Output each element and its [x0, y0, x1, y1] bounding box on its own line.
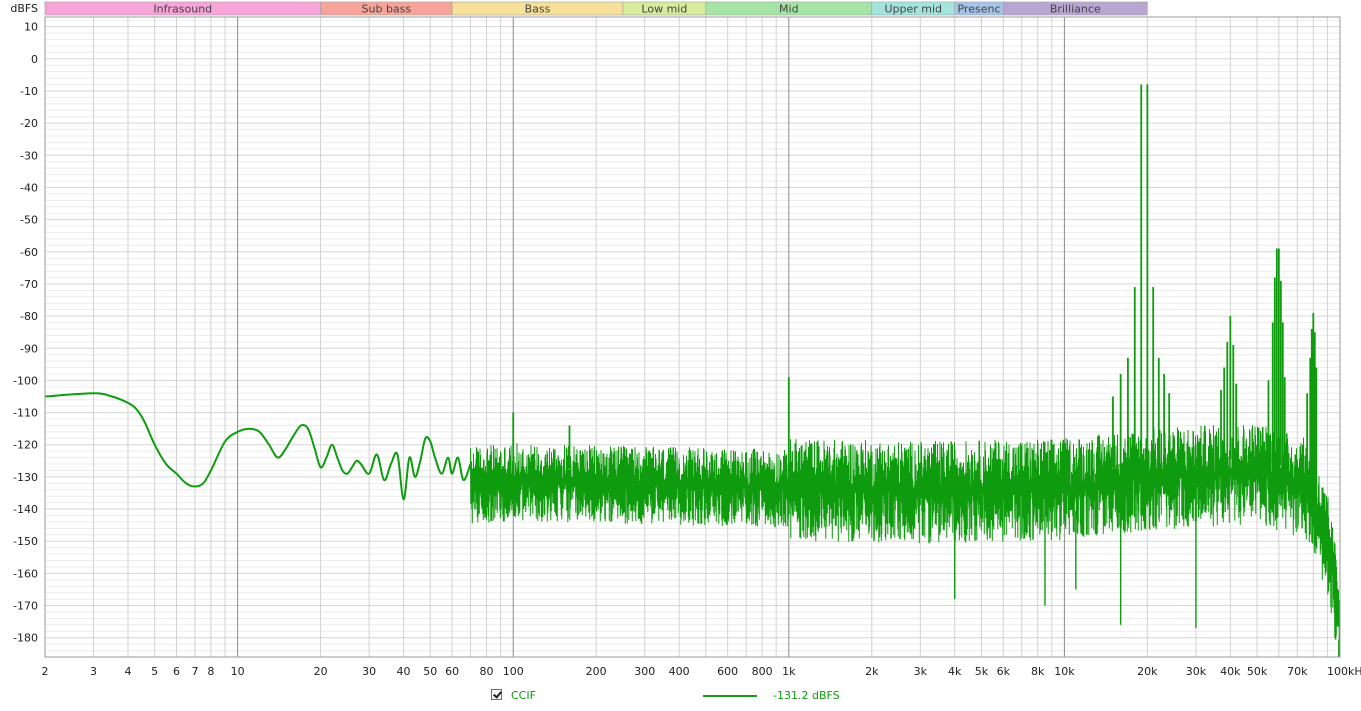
- x-tick-label: 30: [362, 665, 376, 678]
- y-tick-label: -150: [13, 535, 38, 548]
- x-tick-label: 3: [90, 665, 97, 678]
- x-tick-label: 1k: [782, 665, 796, 678]
- x-tick-label: 600: [717, 665, 738, 678]
- y-axis-label: dBFS: [10, 2, 38, 15]
- y-tick-label: -100: [13, 374, 38, 387]
- series-checkbox[interactable]: [491, 689, 502, 700]
- series-swatch: [703, 695, 757, 697]
- y-tick-label: -90: [20, 342, 38, 355]
- band-label: Mid: [779, 3, 799, 16]
- y-tick-label: -180: [13, 632, 38, 645]
- x-tick-label: 3k: [914, 665, 928, 678]
- x-tick-label: 5: [151, 665, 158, 678]
- band-label: Upper mid: [884, 3, 942, 16]
- y-tick-label: -20: [20, 117, 38, 130]
- series-noise-trace: [470, 425, 1340, 654]
- x-tick-label: 4: [124, 665, 131, 678]
- x-tick-label: 4k: [948, 665, 962, 678]
- band-label: Low mid: [641, 3, 687, 16]
- x-tick-label: 100kHz: [1327, 665, 1361, 678]
- x-tick-label: 2k: [865, 665, 879, 678]
- band-label: Bass: [525, 3, 551, 16]
- cursor-readout: -131.2 dBFS: [773, 689, 840, 702]
- y-tick-label: -30: [20, 149, 38, 162]
- band-label: Infrasound: [153, 3, 212, 16]
- x-tick-label: 50: [423, 665, 437, 678]
- x-tick-label: 60: [445, 665, 459, 678]
- y-tick-label: -40: [20, 181, 38, 194]
- series-line: [45, 392, 472, 501]
- band-label: Presenc: [957, 3, 1000, 16]
- plot-border: [44, 16, 1341, 658]
- x-tick-label: 20: [314, 665, 328, 678]
- x-tick-label: 20k: [1137, 665, 1158, 678]
- y-tick-label: -120: [13, 439, 38, 452]
- x-tick-label: 8: [207, 665, 214, 678]
- y-tick-label: -160: [13, 567, 38, 580]
- x-tick-label: 200: [586, 665, 607, 678]
- plot-content: [45, 84, 1340, 657]
- y-tick-label: -10: [20, 85, 38, 98]
- y-tick-label: -50: [20, 214, 38, 227]
- x-tick-label: 70k: [1287, 665, 1308, 678]
- x-tick-label: 5k: [975, 665, 989, 678]
- x-tick-label: 10k: [1054, 665, 1075, 678]
- plot-area: [45, 17, 1340, 657]
- x-tick-label: 30k: [1186, 665, 1207, 678]
- spectral-peaks: [512, 84, 1340, 657]
- x-tick-label: 80: [480, 665, 494, 678]
- x-tick-label: 2: [42, 665, 49, 678]
- y-axis: 10 0 -10 -20 -30 -40 -50 -60 -70 -80 -90 -100 -110 -1…: [13, 21, 38, 645]
- band-label: Brilliance: [1050, 3, 1101, 16]
- x-tick-label: 50k: [1247, 665, 1268, 678]
- y-tick-label: -140: [13, 503, 38, 516]
- x-tick-label: 7: [191, 665, 198, 678]
- x-tick-label: 400: [669, 665, 690, 678]
- x-axis: 2 3 4 5 6 7 8 10 20 30 40 50 60 80 100 200 300 400 600 800 1…: [42, 665, 1361, 678]
- x-tick-label: 300: [634, 665, 655, 678]
- y-tick-label: 0: [31, 53, 38, 66]
- y-tick-label: -110: [13, 407, 38, 420]
- frequency-bands: Infrasound Sub bass Bass Low mid Mid Upper mi…: [44, 1, 1148, 16]
- x-tick-label: 100: [503, 665, 524, 678]
- x-tick-label: 6: [173, 665, 180, 678]
- x-tick-label: 6k: [997, 665, 1011, 678]
- y-tick-label: -170: [13, 600, 38, 613]
- x-tick-label: 40: [397, 665, 411, 678]
- grid: [44, 17, 1341, 658]
- series-name: CCIF: [511, 689, 536, 702]
- y-tick-label: -60: [20, 246, 38, 259]
- y-tick-label: -70: [20, 278, 38, 291]
- band: [1002, 1, 1148, 16]
- y-tick-label: 10: [24, 21, 38, 34]
- y-tick-label: -130: [13, 471, 38, 484]
- x-tick-label: 10: [231, 665, 245, 678]
- y-tick-label: -80: [20, 310, 38, 323]
- x-tick-label: 800: [752, 665, 773, 678]
- x-tick-label: 8k: [1031, 665, 1045, 678]
- x-tick-label: 40k: [1220, 665, 1241, 678]
- spectrum-chart[interactable]: Infrasound Sub bass Bass Low mid Mid Upper mi…: [0, 0, 1361, 688]
- band-label: Sub bass: [362, 3, 412, 16]
- legend: CCIF -131.2 dBFS: [0, 688, 1361, 706]
